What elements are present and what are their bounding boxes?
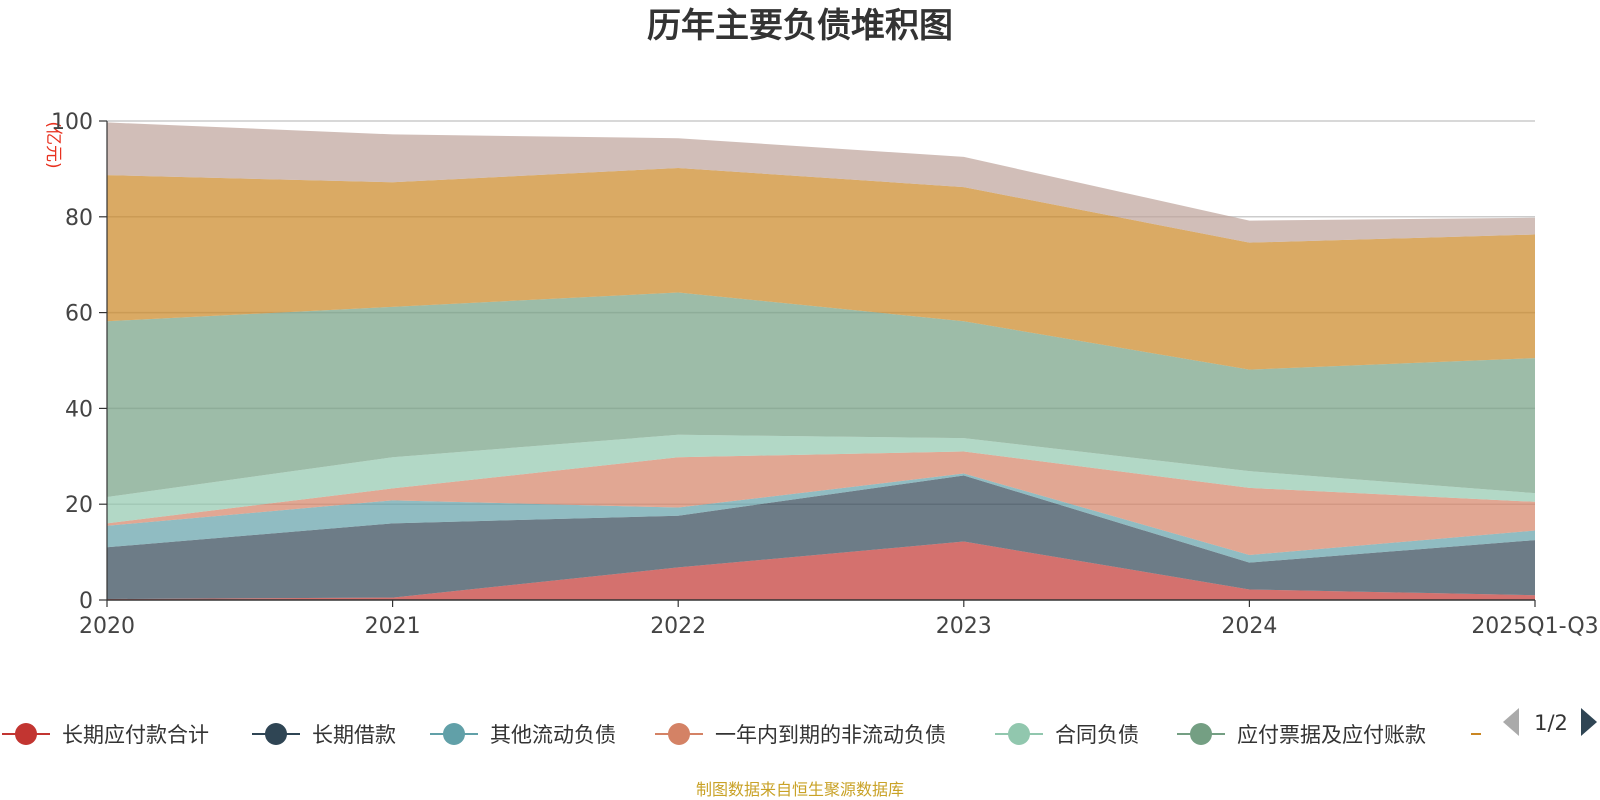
axes xyxy=(99,120,1536,607)
x-tick-label-5: 2025Q1-Q3 xyxy=(1471,614,1598,639)
legend[interactable]: 长期应付款合计 长期借款 其他流动负债 一年内到期的非流动负债 合同负债 应付票据及应付账… xyxy=(2,723,1481,747)
area-series-3[interactable] xyxy=(107,451,1535,555)
area-series-2[interactable] xyxy=(107,473,1535,563)
x-tick-label-2: 2022 xyxy=(650,614,706,639)
legend-label-1: 长期借款 xyxy=(312,723,396,747)
legend-marker-0 xyxy=(15,723,37,745)
legend-label-3: 一年内到期的非流动负债 xyxy=(715,723,946,747)
legend-label-2: 其他流动负债 xyxy=(490,723,616,747)
x-tick-label-1: 2021 xyxy=(365,614,421,639)
legend-marker-2 xyxy=(443,723,465,745)
area-series[interactable] xyxy=(107,122,1535,600)
legend-page-indicator: 1/2 xyxy=(1534,711,1568,735)
legend-pager: 1/2 xyxy=(1503,708,1597,736)
y-tick-label-0: 0 xyxy=(79,589,93,614)
legend-marker-4 xyxy=(1008,723,1030,745)
legend-item-0[interactable]: 长期应付款合计 xyxy=(2,723,209,747)
legend-marker-5 xyxy=(1190,723,1212,745)
chart-title: 历年主要负债堆积图 xyxy=(647,6,953,46)
legend-item-1[interactable]: 长期借款 xyxy=(252,723,396,747)
area-series-1[interactable] xyxy=(107,475,1535,600)
y-tick-label-60: 60 xyxy=(65,302,93,327)
area-series-5[interactable] xyxy=(107,292,1535,498)
legend-label-0: 长期应付款合计 xyxy=(62,723,209,747)
legend-label-4: 合同负债 xyxy=(1055,723,1139,747)
y-tick-label-80: 80 xyxy=(65,206,93,231)
legend-item-5[interactable]: 应付票据及应付账款 xyxy=(1177,723,1426,747)
data-source-note: 制图数据来自恒生聚源数据库 xyxy=(696,780,904,799)
legend-item-4[interactable]: 合同负债 xyxy=(995,723,1139,747)
area-series-6[interactable] xyxy=(107,167,1535,370)
legend-item-3[interactable]: 一年内到期的非流动负债 xyxy=(655,723,946,747)
tick-labels: 0 20 40 60 80 100 2020 2021 2022 2023 2024 2025Q1-Q… xyxy=(51,110,1599,639)
area-series-7[interactable] xyxy=(107,122,1535,243)
legend-marker-1 xyxy=(265,723,287,745)
y-tick-label-100: 100 xyxy=(51,110,93,135)
x-tick-label-3: 2023 xyxy=(936,614,992,639)
y-tick-label-20: 20 xyxy=(65,493,93,518)
legend-item-2[interactable]: 其他流动负债 xyxy=(430,723,616,747)
y-axis-unit: (亿元) xyxy=(43,121,63,168)
x-tick-label-4: 2024 xyxy=(1221,614,1277,639)
x-tick-label-0: 2020 xyxy=(79,614,135,639)
legend-prev-icon[interactable] xyxy=(1503,708,1519,736)
y-tick-label-40: 40 xyxy=(65,397,93,422)
area-series-4[interactable] xyxy=(107,434,1535,524)
legend-label-5: 应付票据及应付账款 xyxy=(1237,723,1426,747)
legend-marker-3 xyxy=(668,723,690,745)
area-series-0[interactable] xyxy=(107,541,1535,600)
legend-next-icon[interactable] xyxy=(1581,708,1597,736)
